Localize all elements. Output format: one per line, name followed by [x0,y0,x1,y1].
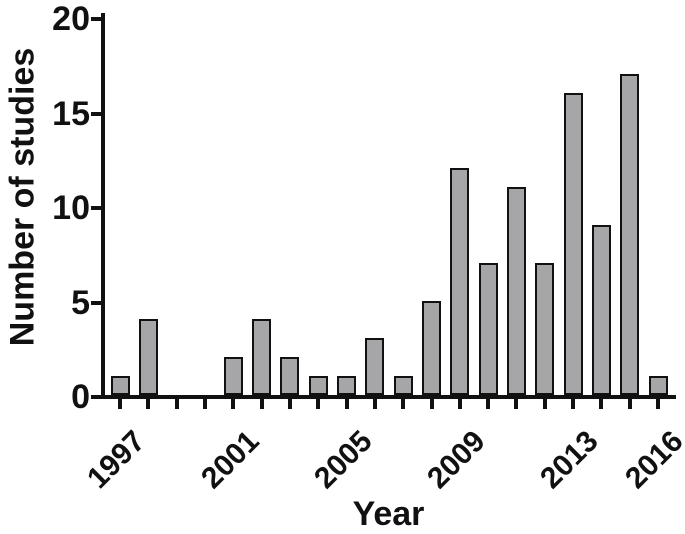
y-tick-label: 10 [52,189,90,227]
x-tick [401,399,406,409]
x-tick [542,399,547,409]
x-tick [202,399,207,409]
x-tick [344,399,349,409]
x-tick [571,399,576,409]
bar-2006 [365,338,385,395]
y-tick [91,395,101,399]
y-axis-line [101,13,105,399]
bar-2011 [506,187,526,395]
x-tick-label: 2016 [619,424,685,496]
bar-2009 [450,168,470,395]
bar-2004 [308,376,328,395]
x-axis-line [101,395,676,399]
x-tick [457,399,462,409]
bar-2016 [648,376,668,395]
bar-2008 [422,300,442,395]
x-tick-label: 1997 [81,424,152,496]
bar-2014 [591,224,611,395]
y-tick-label: 15 [52,94,90,133]
bar-2001 [223,357,243,395]
y-tick [91,17,101,21]
bar-1997 [110,376,130,395]
x-tick [627,399,632,409]
x-tick [118,399,122,409]
x-tick [231,399,236,409]
bar-2015 [620,73,640,395]
bar-2007 [393,376,413,395]
bar-2003 [280,357,300,395]
x-tick [146,399,151,409]
x-tick [429,399,434,409]
y-tick [91,111,101,116]
y-tick-label: 20 [52,0,90,38]
x-tick-label: 2009 [421,424,492,496]
x-tick [514,399,519,409]
x-tick [287,399,292,409]
y-tick [91,206,101,210]
x-tick [259,399,264,409]
x-tick [174,399,179,409]
bar-2013 [563,92,583,395]
bar-2012 [535,262,555,395]
bar-2005 [337,376,357,395]
x-tick [656,399,661,409]
x-tick [599,399,604,409]
x-tick-label: 2005 [307,424,379,496]
bar-1998 [138,319,158,395]
y-tick [91,300,101,305]
y-tick-label: 0 [71,378,90,416]
x-tick [372,399,377,409]
bar-2010 [478,262,498,395]
x-tick-label: 2013 [534,424,606,496]
x-tick-label: 2001 [194,424,266,496]
y-tick-label: 5 [71,283,90,322]
x-tick [316,399,321,409]
x-axis-title: Year [352,495,425,533]
x-tick [486,399,491,409]
bar-2002 [252,319,272,395]
